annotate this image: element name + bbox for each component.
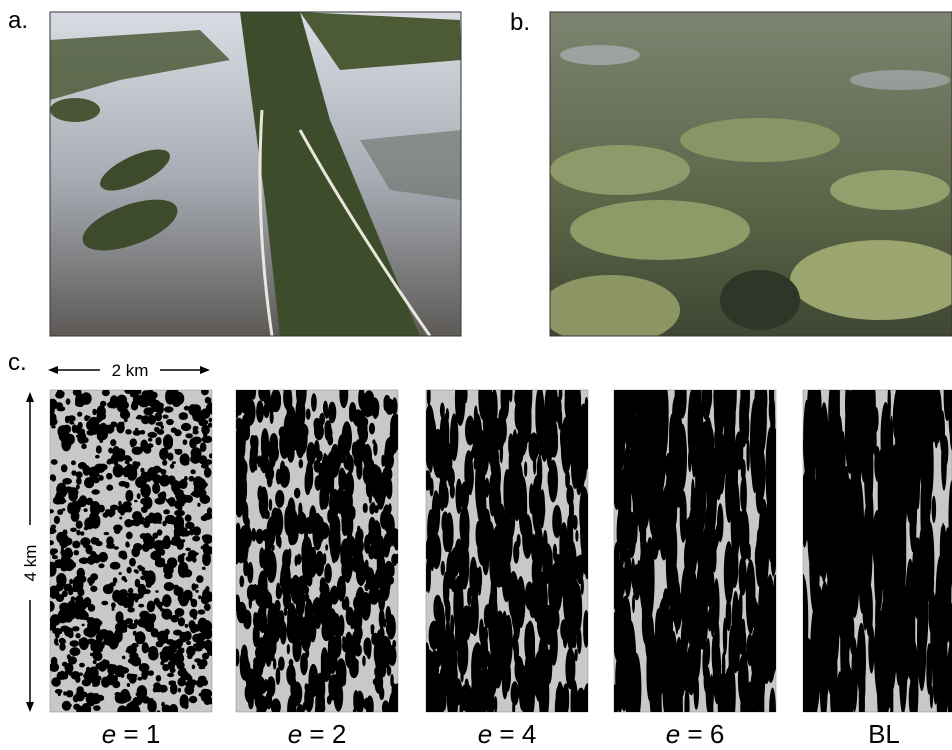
pattern (236, 390, 398, 712)
panel-label: a. (8, 7, 28, 34)
panel-caption: BL (868, 719, 900, 749)
pattern (50, 390, 212, 712)
panel-label: b. (510, 9, 530, 36)
pattern (614, 390, 776, 712)
panel-caption: e = 4 (478, 719, 537, 749)
caption-variable: e (288, 719, 302, 749)
panel-caption: e = 2 (288, 719, 347, 749)
caption-text: = 6 (687, 719, 724, 749)
photo-a (50, 12, 461, 336)
caption-variable: e (102, 719, 116, 749)
panel-caption: e = 6 (666, 719, 725, 749)
caption-text: = 1 (123, 719, 160, 749)
photo-frame (549, 11, 952, 337)
caption-variable: e (666, 719, 680, 749)
caption-text: BL (868, 719, 900, 749)
panel-caption: e = 1 (102, 719, 161, 749)
scale-label: 2 km (112, 361, 149, 380)
caption-text: = 2 (309, 719, 346, 749)
photo-frame (49, 11, 462, 337)
photo-b (550, 12, 952, 336)
scale-label: 4 km (21, 545, 40, 582)
pattern (803, 390, 952, 712)
panel-label: c. (8, 349, 27, 376)
caption-variable: e (478, 719, 492, 749)
pattern (426, 390, 588, 712)
caption-text: = 4 (499, 719, 536, 749)
